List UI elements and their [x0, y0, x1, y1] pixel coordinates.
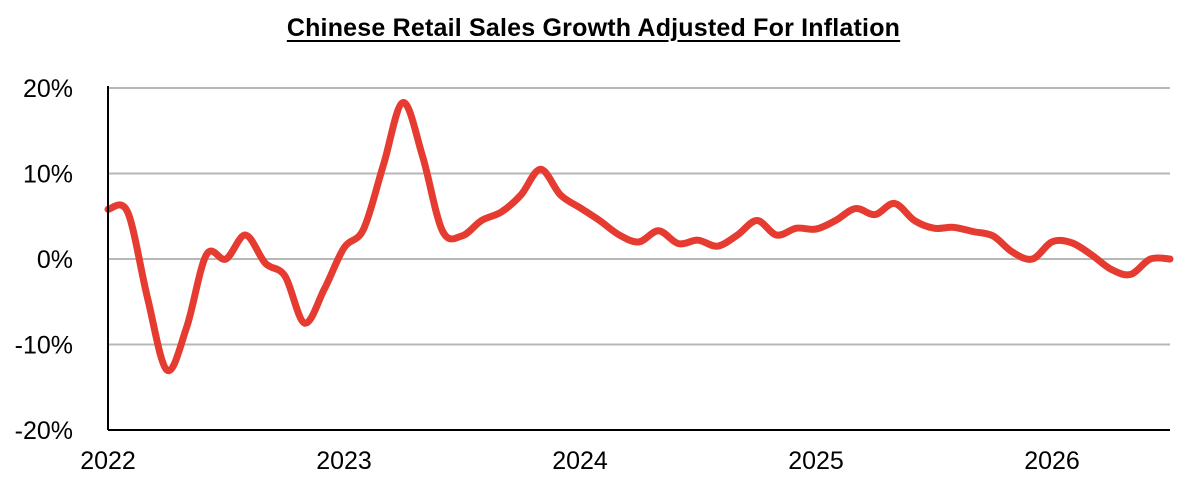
- chart-title: Chinese Retail Sales Growth Adjusted For…: [286, 14, 901, 42]
- x-tick-label: 2023: [316, 447, 372, 475]
- x-tick-label: 2024: [552, 447, 608, 475]
- series-layer: [104, 99, 1174, 375]
- x-axis-tick-labels: 2022 2023 2024 2025 2026: [80, 447, 1080, 475]
- grid-lines: [108, 87, 1170, 346]
- y-axis-tick-labels: -20% -10% 0% 10% 20%: [15, 75, 73, 445]
- y-tick-label: 20%: [23, 75, 73, 103]
- y-tick-label: 10%: [23, 161, 73, 189]
- x-tick-label: 2025: [788, 447, 844, 475]
- series-line: [104, 99, 1174, 375]
- y-tick-label: -20%: [15, 417, 73, 445]
- y-tick-label: -10%: [15, 332, 73, 360]
- x-tick-label: 2026: [1024, 447, 1080, 475]
- y-tick-label: 0%: [37, 246, 73, 274]
- x-tick-label: 2022: [80, 447, 136, 475]
